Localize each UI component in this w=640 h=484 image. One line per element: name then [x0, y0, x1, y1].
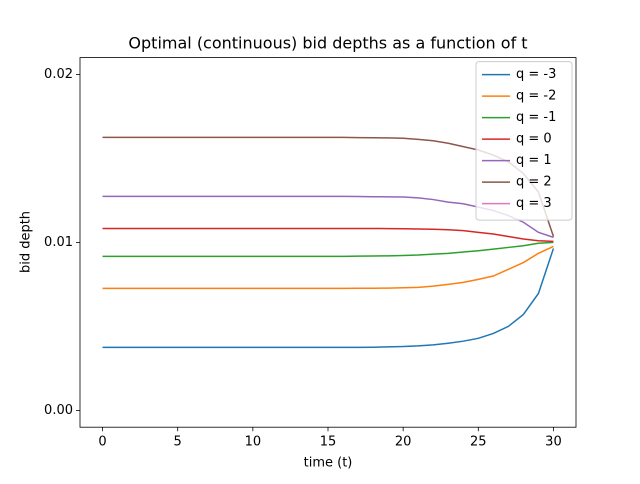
legend-label: q = 0 — [516, 132, 552, 147]
x-tick-label: 5 — [174, 435, 182, 450]
legend-label: q = 2 — [516, 175, 552, 190]
x-axis-label: time (t) — [304, 456, 353, 471]
legend-label: q = -2 — [516, 89, 556, 104]
legend-label: q = 3 — [516, 196, 552, 211]
series-line — [102, 248, 555, 349]
x-tick-label: 0 — [98, 435, 106, 450]
x-tick-label: 10 — [245, 435, 262, 450]
series-line — [102, 241, 554, 258]
series-line — [102, 245, 554, 290]
legend-label: q = 1 — [516, 153, 552, 168]
x-tick-label: 20 — [395, 435, 412, 450]
legend-box — [475, 61, 573, 221]
x-tick-label: 25 — [470, 435, 487, 450]
series-line — [102, 227, 554, 243]
plot-frame — [79, 57, 577, 428]
y-tick-label: 0.02 — [44, 67, 73, 82]
chart-title: Optimal (continuous) bid depths as a fun… — [128, 34, 527, 53]
x-tick-label: 15 — [320, 435, 337, 450]
y-axis-label: bid depth — [19, 211, 34, 273]
legend-label: q = -3 — [516, 67, 556, 82]
y-tick-label: 0.01 — [44, 235, 73, 250]
y-tick-label: 0.00 — [44, 403, 73, 418]
legend-label: q = -1 — [516, 110, 556, 125]
x-tick-label: 30 — [545, 435, 562, 450]
